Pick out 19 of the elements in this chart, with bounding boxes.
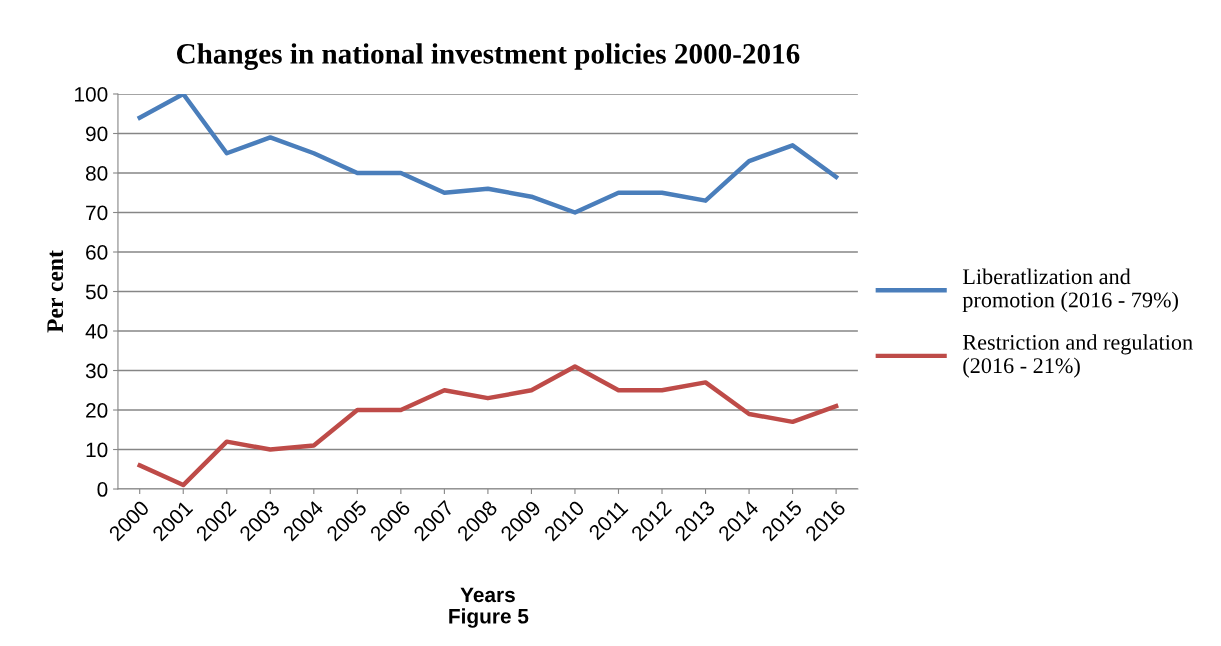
y-tick-label: 90 xyxy=(86,126,108,142)
y-tick-label: 20 xyxy=(86,403,108,418)
y-tick-label: 10 xyxy=(86,442,108,458)
y-tick-label: 80 xyxy=(85,166,108,181)
legend-label: Liberatlization and promotion (2016 - 79%) xyxy=(962,268,1178,312)
line-series xyxy=(137,364,839,488)
y-axis-title: Per cent xyxy=(47,250,64,333)
caption: Figure 5 xyxy=(449,608,529,628)
y-tick-label: 60 xyxy=(86,245,108,260)
x-axis-title: Years xyxy=(460,587,515,603)
y-tick-label: 0 xyxy=(97,482,108,497)
legend-label: Restriction and regulation (2016 - 21%) xyxy=(962,334,1193,378)
y-tick-label: 40 xyxy=(85,324,108,339)
chart-title: Changes in national investment policies 2000-2016 xyxy=(177,43,800,70)
y-tick-label: 70 xyxy=(86,205,108,221)
y-tick-label: 100 xyxy=(75,86,108,102)
y-tick-label: 30 xyxy=(85,363,108,379)
line-series xyxy=(137,93,839,215)
y-tick-label: 50 xyxy=(85,284,108,300)
